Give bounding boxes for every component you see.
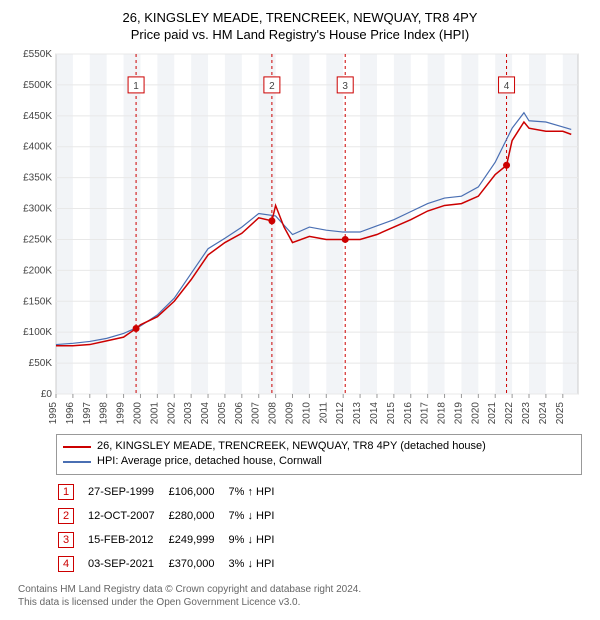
svg-text:£250K: £250K bbox=[23, 234, 52, 245]
svg-text:1996: 1996 bbox=[65, 402, 76, 425]
legend-label: 26, KINGSLEY MEADE, TRENCREEK, NEWQUAY, … bbox=[97, 439, 486, 454]
transaction-price: £106,000 bbox=[169, 481, 227, 503]
svg-text:2006: 2006 bbox=[234, 402, 245, 425]
page-subtitle: Price paid vs. HM Land Registry's House … bbox=[8, 27, 592, 42]
svg-text:2023: 2023 bbox=[521, 402, 532, 425]
transaction-row: 1 27-SEP-1999£106,0007% ↑ HPI bbox=[58, 481, 286, 503]
transaction-price: £249,999 bbox=[169, 529, 227, 551]
svg-text:£300K: £300K bbox=[23, 204, 52, 215]
price-chart: £0 £50K £100K £150K £200K £250K £300K £350K £400… bbox=[8, 48, 588, 428]
svg-text:2: 2 bbox=[269, 81, 275, 92]
legend-row: 26, KINGSLEY MEADE, TRENCREEK, NEWQUAY, … bbox=[63, 439, 575, 454]
svg-text:2005: 2005 bbox=[217, 402, 228, 425]
svg-text:£0: £0 bbox=[41, 389, 53, 400]
svg-text:£150K: £150K bbox=[23, 296, 52, 307]
footer-line: This data is licensed under the Open Gov… bbox=[18, 596, 582, 609]
svg-text:4: 4 bbox=[504, 81, 510, 92]
transaction-price: £370,000 bbox=[169, 553, 227, 575]
legend-swatch-property bbox=[63, 446, 91, 448]
svg-text:1999: 1999 bbox=[116, 402, 127, 425]
transaction-price: £280,000 bbox=[169, 505, 227, 527]
svg-text:2017: 2017 bbox=[420, 402, 431, 425]
svg-text:£200K: £200K bbox=[23, 265, 52, 276]
transaction-row: 3 15-FEB-2012£249,9999% ↓ HPI bbox=[58, 529, 286, 551]
page-title: 26, KINGSLEY MEADE, TRENCREEK, NEWQUAY, … bbox=[8, 10, 592, 25]
svg-text:£350K: £350K bbox=[23, 173, 52, 184]
svg-text:2012: 2012 bbox=[335, 402, 346, 425]
transaction-delta: 9% ↓ HPI bbox=[229, 529, 287, 551]
transaction-date: 27-SEP-1999 bbox=[88, 481, 167, 503]
footer-line: Contains HM Land Registry data © Crown c… bbox=[18, 583, 582, 596]
svg-text:£550K: £550K bbox=[23, 49, 52, 60]
transaction-row: 2 12-OCT-2007£280,0007% ↓ HPI bbox=[58, 505, 286, 527]
svg-text:2004: 2004 bbox=[200, 402, 211, 425]
svg-text:£50K: £50K bbox=[29, 358, 53, 369]
svg-text:2001: 2001 bbox=[149, 402, 160, 425]
svg-text:£500K: £500K bbox=[23, 80, 52, 91]
marker-badge: 2 bbox=[58, 508, 74, 524]
marker-badge: 4 bbox=[58, 556, 74, 572]
svg-text:2016: 2016 bbox=[403, 402, 414, 425]
svg-text:2008: 2008 bbox=[268, 402, 279, 425]
svg-text:2018: 2018 bbox=[437, 402, 448, 425]
svg-text:£100K: £100K bbox=[23, 327, 52, 338]
transaction-date: 15-FEB-2012 bbox=[88, 529, 167, 551]
svg-text:£450K: £450K bbox=[23, 111, 52, 122]
svg-text:2009: 2009 bbox=[285, 402, 296, 425]
transaction-delta: 7% ↓ HPI bbox=[229, 505, 287, 527]
svg-text:2014: 2014 bbox=[369, 402, 380, 425]
svg-text:1: 1 bbox=[133, 81, 139, 92]
svg-text:2010: 2010 bbox=[301, 402, 312, 425]
svg-text:2024: 2024 bbox=[538, 402, 549, 425]
svg-text:2022: 2022 bbox=[504, 402, 515, 425]
marker-badge: 1 bbox=[58, 484, 74, 500]
svg-text:2013: 2013 bbox=[352, 402, 363, 425]
transaction-date: 12-OCT-2007 bbox=[88, 505, 167, 527]
svg-text:1997: 1997 bbox=[82, 402, 93, 425]
legend: 26, KINGSLEY MEADE, TRENCREEK, NEWQUAY, … bbox=[56, 434, 582, 475]
svg-text:2025: 2025 bbox=[555, 402, 566, 425]
svg-text:2007: 2007 bbox=[251, 402, 262, 425]
svg-text:2011: 2011 bbox=[318, 402, 329, 424]
svg-text:1995: 1995 bbox=[48, 402, 59, 425]
svg-text:2015: 2015 bbox=[386, 402, 397, 425]
svg-text:2000: 2000 bbox=[132, 402, 143, 425]
transaction-delta: 7% ↑ HPI bbox=[229, 481, 287, 503]
svg-text:3: 3 bbox=[342, 81, 348, 92]
svg-text:2019: 2019 bbox=[453, 402, 464, 425]
svg-text:2002: 2002 bbox=[166, 402, 177, 425]
transaction-delta: 3% ↓ HPI bbox=[229, 553, 287, 575]
legend-swatch-hpi bbox=[63, 461, 91, 463]
svg-text:1998: 1998 bbox=[99, 402, 110, 425]
transactions-table: 1 27-SEP-1999£106,0007% ↑ HPI 2 12-OCT-2007… bbox=[56, 479, 288, 577]
legend-label: HPI: Average price, detached house, Corn… bbox=[97, 454, 322, 469]
transaction-row: 4 03-SEP-2021£370,0003% ↓ HPI bbox=[58, 553, 286, 575]
svg-text:2003: 2003 bbox=[183, 402, 194, 425]
legend-row: HPI: Average price, detached house, Corn… bbox=[63, 454, 575, 469]
svg-text:£400K: £400K bbox=[23, 142, 52, 153]
marker-badge: 3 bbox=[58, 532, 74, 548]
data-attribution: Contains HM Land Registry data © Crown c… bbox=[18, 583, 582, 609]
svg-text:2020: 2020 bbox=[470, 402, 481, 425]
transaction-date: 03-SEP-2021 bbox=[88, 553, 167, 575]
svg-text:2021: 2021 bbox=[487, 402, 498, 425]
